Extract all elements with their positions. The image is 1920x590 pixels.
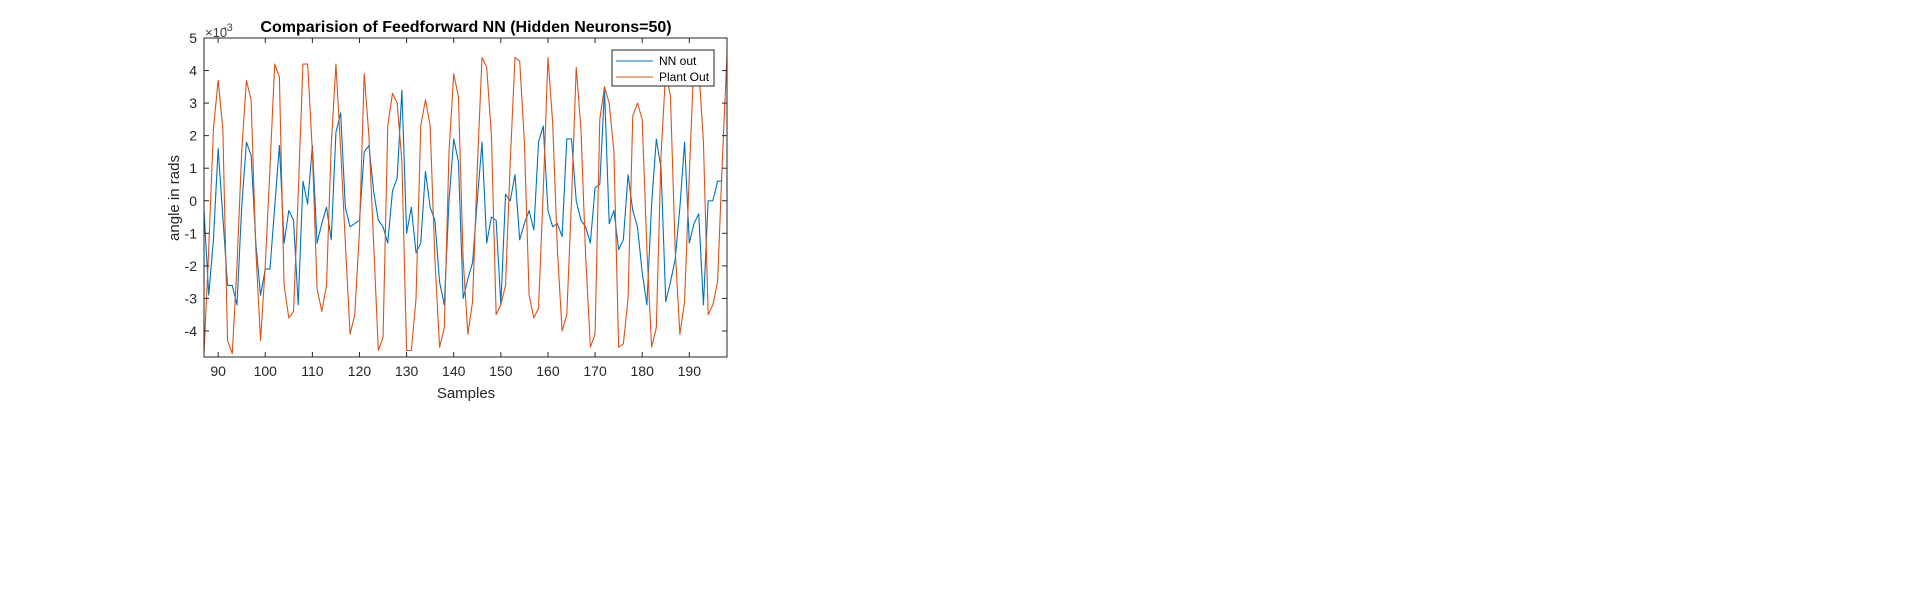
- x-tick-label: 100: [254, 363, 278, 379]
- y-tick-label: -2: [185, 258, 198, 274]
- y-tick-label: 5: [189, 30, 197, 46]
- x-tick-label: 90: [210, 363, 226, 379]
- y-axis-label: angle in rads: [166, 155, 183, 241]
- plot-lines: [204, 53, 727, 355]
- chart-title: Comparision of Feedforward NN (Hidden Ne…: [260, 19, 671, 36]
- x-tick-label: 170: [583, 363, 607, 379]
- axes-box: [203, 37, 728, 358]
- legend-box: [611, 49, 715, 87]
- y-tick-label: 2: [189, 128, 197, 144]
- y-tick-label: -4: [185, 323, 198, 339]
- legend-label-plant-out: Plant Out: [659, 70, 710, 84]
- x-tick-label: 180: [631, 363, 655, 379]
- y-tick-label: -3: [185, 290, 198, 306]
- x-tick-label: 190: [678, 363, 702, 379]
- y-tick-label: 0: [189, 193, 197, 209]
- y-axis-ticks: -4 -3 -2 -1 0 1 2 3 4 5: [185, 30, 727, 339]
- y-tick-label: 3: [189, 95, 197, 111]
- legend: NN out Plant Out: [611, 49, 715, 87]
- x-tick-label: 110: [301, 363, 324, 379]
- y-axis-multiplier-exponent: -3: [223, 22, 233, 34]
- x-tick-label: 150: [489, 363, 513, 379]
- legend-label-nn-out: NN out: [659, 54, 697, 68]
- x-tick-label: 130: [395, 363, 419, 379]
- x-tick-label: 160: [536, 363, 560, 379]
- x-tick-label: 120: [348, 363, 372, 379]
- y-axis-multiplier: ×10: [205, 25, 227, 40]
- series-line-plant-out: [204, 53, 727, 355]
- y-tick-label: -1: [185, 225, 198, 241]
- y-tick-label: 4: [189, 63, 197, 79]
- x-tick-label: 140: [442, 363, 466, 379]
- x-axis-label: Samples: [437, 385, 495, 402]
- series-line-nn-out: [204, 89, 723, 306]
- x-axis-ticks: 90 100 110 120 130 140 150 160 170 180 190: [210, 38, 701, 379]
- y-tick-label: 1: [189, 160, 197, 176]
